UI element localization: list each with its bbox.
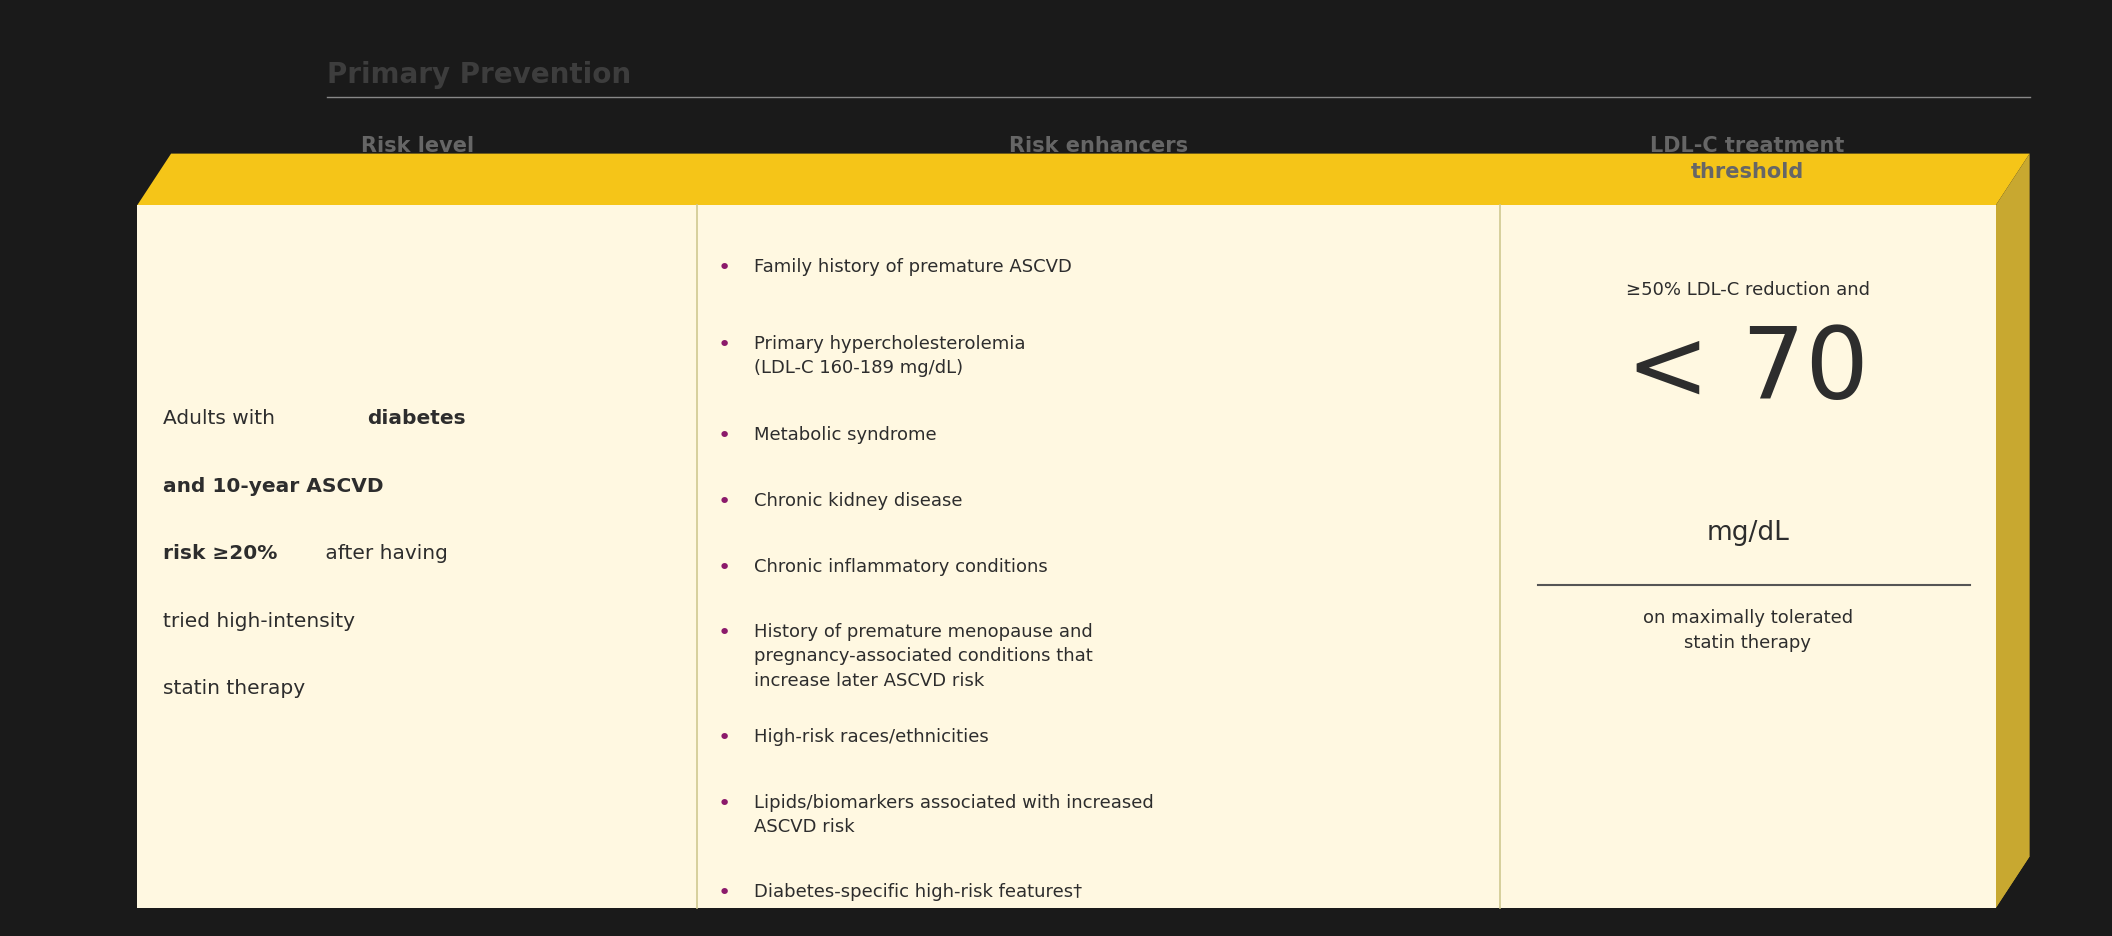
Text: diabetes: diabetes	[367, 409, 467, 428]
Text: Adults with: Adults with	[163, 409, 281, 428]
Text: High-risk races/ethnicities: High-risk races/ethnicities	[754, 727, 988, 745]
Text: Chronic kidney disease: Chronic kidney disease	[754, 491, 963, 509]
FancyBboxPatch shape	[137, 206, 1996, 908]
Text: Primary hypercholesterolemia
(LDL-C 160-189 mg/dL): Primary hypercholesterolemia (LDL-C 160-…	[754, 334, 1026, 376]
Text: Metabolic syndrome: Metabolic syndrome	[754, 426, 936, 444]
Text: •: •	[718, 793, 731, 812]
Text: •: •	[718, 426, 731, 446]
Text: after having: after having	[319, 544, 448, 563]
Text: Primary Prevention: Primary Prevention	[327, 61, 631, 89]
Text: tried high-intensity: tried high-intensity	[163, 611, 355, 630]
Text: •: •	[718, 557, 731, 577]
Polygon shape	[1996, 154, 2030, 908]
Text: Lipids/biomarkers associated with increased
ASCVD risk: Lipids/biomarkers associated with increa…	[754, 793, 1153, 835]
Text: statin therapy: statin therapy	[163, 679, 304, 697]
Text: •: •	[718, 334, 731, 354]
Text: Family history of premature ASCVD: Family history of premature ASCVD	[754, 257, 1073, 275]
Text: •: •	[718, 727, 731, 747]
Text: mg/dL: mg/dL	[1706, 519, 1789, 546]
Text: Diabetes-specific high-risk features†: Diabetes-specific high-risk features†	[754, 882, 1081, 899]
Text: < 70: < 70	[1626, 323, 1869, 420]
Text: •: •	[718, 257, 731, 277]
Polygon shape	[137, 856, 2030, 908]
Text: Chronic inflammatory conditions: Chronic inflammatory conditions	[754, 557, 1048, 575]
Text: LDL-C treatment
threshold: LDL-C treatment threshold	[1649, 136, 1846, 183]
Text: and 10-year ASCVD: and 10-year ASCVD	[163, 476, 382, 495]
Text: •: •	[718, 622, 731, 642]
Text: on maximally tolerated
statin therapy: on maximally tolerated statin therapy	[1643, 608, 1852, 651]
Text: Risk level: Risk level	[361, 136, 473, 155]
Text: •: •	[718, 882, 731, 901]
Text: Risk enhancers: Risk enhancers	[1010, 136, 1187, 155]
Polygon shape	[137, 154, 2030, 206]
Text: •: •	[718, 491, 731, 511]
Text: risk ≥20%: risk ≥20%	[163, 544, 277, 563]
Text: ≥50% LDL-C reduction and: ≥50% LDL-C reduction and	[1626, 281, 1869, 299]
Text: History of premature menopause and
pregnancy-associated conditions that
increase: History of premature menopause and pregn…	[754, 622, 1092, 689]
